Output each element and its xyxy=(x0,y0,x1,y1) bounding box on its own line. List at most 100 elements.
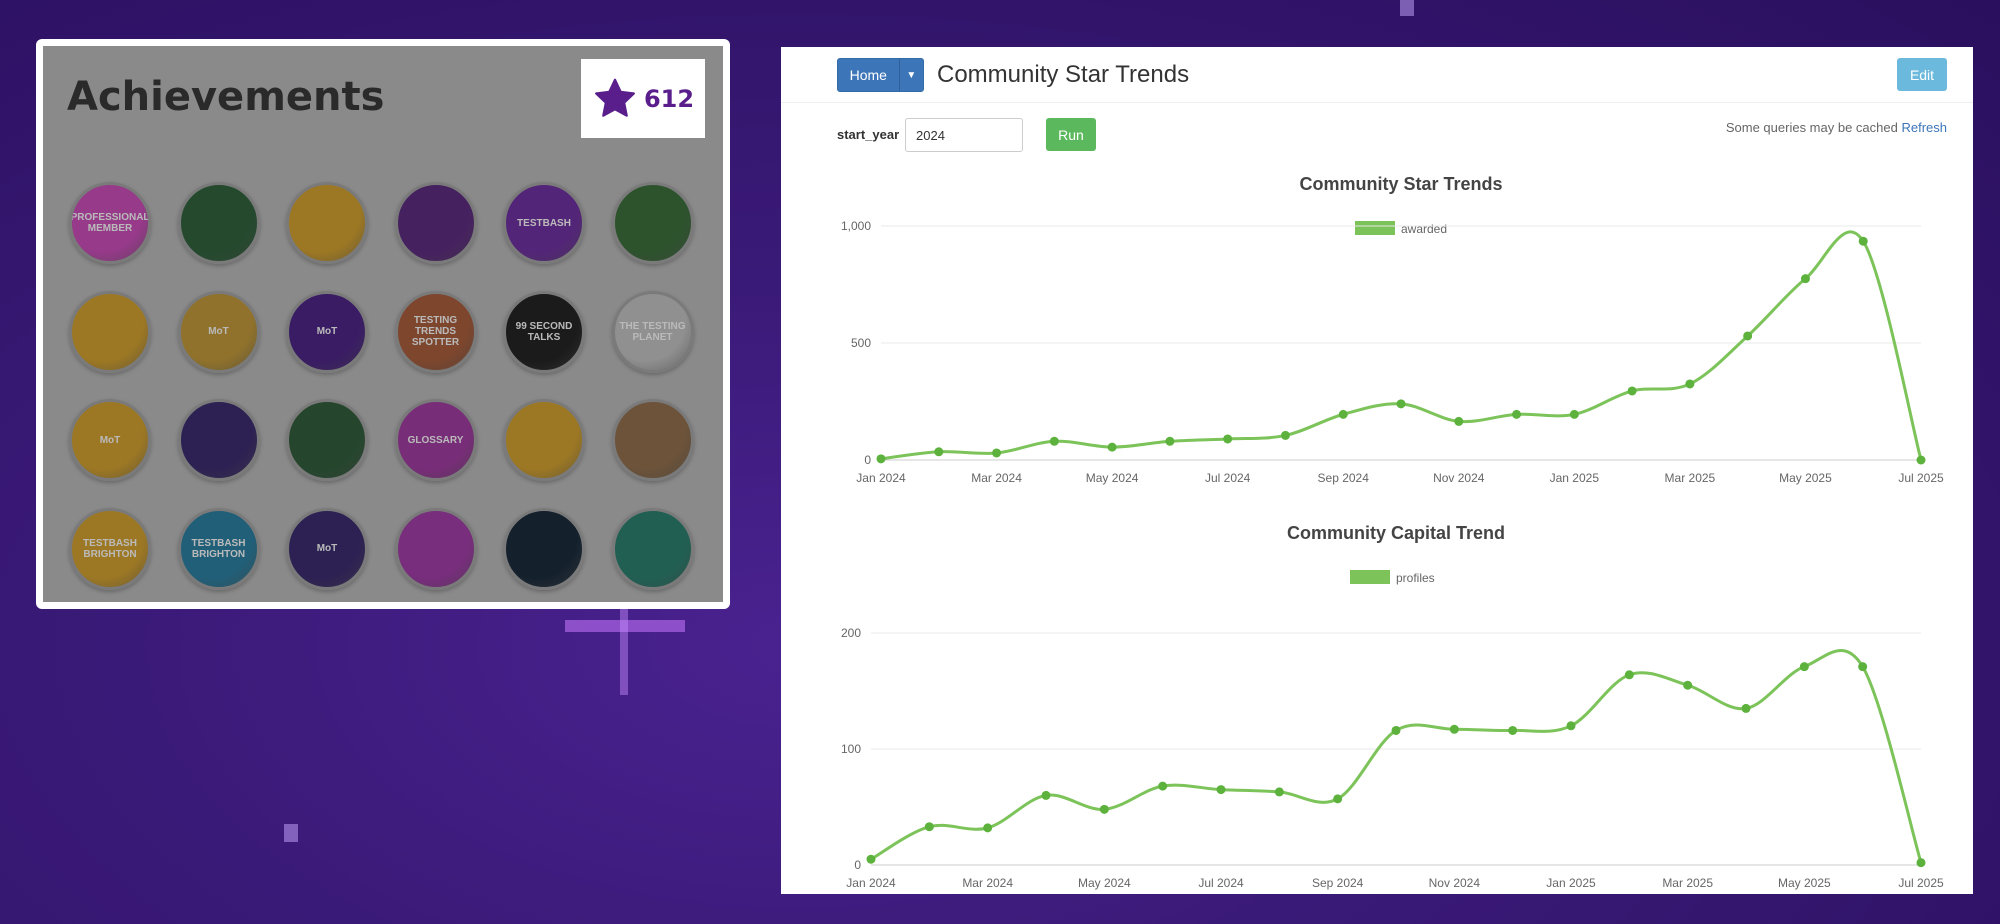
data-point[interactable] xyxy=(1858,662,1868,672)
badge-label: MoT xyxy=(316,326,338,337)
data-point[interactable] xyxy=(1624,670,1634,680)
badge-label: 99 SECOND TALKS xyxy=(515,320,573,343)
star-count: 612 xyxy=(643,84,695,113)
data-point[interactable] xyxy=(1274,787,1284,797)
param-label: start_year xyxy=(837,127,900,142)
achievement-badge[interactable]: PROFESSIONAL MEMBER xyxy=(69,182,151,264)
y-tick-label: 100 xyxy=(841,742,861,756)
data-point[interactable] xyxy=(1627,386,1637,396)
data-point[interactable] xyxy=(1569,409,1579,419)
data-point[interactable] xyxy=(1280,430,1290,440)
achievement-badge[interactable]: 99 SECOND TALKS xyxy=(503,290,585,373)
badge-label: TESTBASH BRIGHTON xyxy=(191,537,246,560)
achievement-badge[interactable]: MoT xyxy=(177,290,260,373)
achievement-badge[interactable] xyxy=(286,399,368,481)
data-point[interactable] xyxy=(1743,331,1753,341)
background-sparkle xyxy=(565,620,685,632)
achievement-badge[interactable] xyxy=(394,507,477,590)
dashboard-title: Community Star Trends xyxy=(937,61,1190,88)
x-tick-label: Jan 2025 xyxy=(1550,471,1600,485)
data-point[interactable] xyxy=(876,454,886,464)
achievement-badge[interactable] xyxy=(286,182,368,264)
data-point[interactable] xyxy=(1396,399,1406,409)
achievement-badge[interactable] xyxy=(611,507,694,590)
data-point[interactable] xyxy=(1916,455,1926,465)
achievement-badge[interactable] xyxy=(503,507,585,590)
data-point[interactable] xyxy=(983,823,993,833)
x-tick-label: Jul 2025 xyxy=(1898,471,1944,485)
x-tick-label: Jul 2024 xyxy=(1198,876,1244,890)
achievement-badge[interactable] xyxy=(611,182,694,264)
badge-label: PROFESSIONAL MEMBER xyxy=(70,212,150,234)
achievement-badge[interactable]: TESTING TRENDS SPOTTER xyxy=(394,290,477,373)
y-tick-label: 0 xyxy=(854,858,861,872)
data-point[interactable] xyxy=(1333,794,1343,804)
achievement-badge[interactable] xyxy=(503,399,585,481)
data-point[interactable] xyxy=(1508,725,1518,735)
chevron-down-icon[interactable]: ▼ xyxy=(898,59,923,91)
data-point[interactable] xyxy=(1799,662,1809,672)
achievement-badge[interactable]: TESTBASH BRIGHTON xyxy=(69,507,151,590)
data-point[interactable] xyxy=(1049,436,1059,446)
badge-label: THE TESTING PLANET xyxy=(619,320,686,343)
achievement-badge[interactable] xyxy=(394,182,477,264)
data-point[interactable] xyxy=(1099,804,1109,814)
data-point[interactable] xyxy=(1216,785,1226,795)
data-point[interactable] xyxy=(1916,858,1926,868)
series-line xyxy=(870,649,1923,864)
data-point[interactable] xyxy=(1800,274,1810,284)
home-dropdown-button[interactable]: Home ▼ xyxy=(837,58,924,92)
achievements-title: Achievements xyxy=(67,74,385,120)
achievement-badge[interactable] xyxy=(611,399,694,481)
data-point[interactable] xyxy=(1165,436,1175,446)
data-point[interactable] xyxy=(1683,680,1693,690)
data-point[interactable] xyxy=(924,822,934,832)
x-tick-label: Mar 2025 xyxy=(1662,876,1713,890)
achievement-badge[interactable]: THE TESTING PLANET xyxy=(611,290,694,373)
x-tick-label: Jan 2024 xyxy=(856,471,906,485)
x-tick-label: Sep 2024 xyxy=(1318,471,1370,485)
data-point[interactable] xyxy=(1858,236,1868,246)
achievements-overlay: Achievements 612 PROFESSIONAL MEMBER TEST… xyxy=(43,46,723,602)
achievement-badge[interactable]: MoT xyxy=(69,399,151,481)
data-point[interactable] xyxy=(1338,409,1348,419)
run-button[interactable]: Run xyxy=(1046,118,1096,151)
data-point[interactable] xyxy=(1566,721,1576,731)
data-point[interactable] xyxy=(1454,416,1464,426)
x-tick-label: May 2024 xyxy=(1078,876,1131,890)
data-point[interactable] xyxy=(1158,781,1168,791)
edit-button[interactable]: Edit xyxy=(1897,58,1947,91)
start-year-input[interactable] xyxy=(905,118,1023,152)
badge-label: MoT xyxy=(316,543,338,554)
data-point[interactable] xyxy=(1041,790,1051,800)
background-sparkle xyxy=(284,824,298,842)
data-point[interactable] xyxy=(992,448,1002,458)
achievement-badge[interactable]: MoT xyxy=(286,290,368,373)
achievement-badge[interactable] xyxy=(177,182,260,264)
data-point[interactable] xyxy=(1107,442,1117,452)
data-point[interactable] xyxy=(934,447,944,457)
data-point[interactable] xyxy=(1741,703,1751,713)
achievement-badge[interactable]: GLOSSARY xyxy=(394,399,477,481)
y-tick-label: 500 xyxy=(851,336,871,350)
data-point[interactable] xyxy=(1685,379,1695,389)
data-point[interactable] xyxy=(1391,725,1401,735)
achievement-badge[interactable]: MoT xyxy=(286,507,368,590)
data-point[interactable] xyxy=(866,854,876,864)
achievement-badge[interactable] xyxy=(69,290,151,373)
data-point[interactable] xyxy=(1512,409,1522,419)
background-sparkle xyxy=(620,600,628,695)
achievement-badge[interactable]: TESTBASH xyxy=(503,182,585,264)
capital-trend-chart: Community Capital Trend profiles 0 100 200 Ja… xyxy=(841,523,1944,890)
achievement-badge[interactable]: TESTBASH BRIGHTON xyxy=(177,507,260,590)
data-point[interactable] xyxy=(1223,434,1233,444)
x-tick-label: Mar 2024 xyxy=(962,876,1013,890)
data-point[interactable] xyxy=(1449,724,1459,734)
home-button-label[interactable]: Home xyxy=(849,67,887,83)
achievements-panel: Achievements 612 PROFESSIONAL MEMBER TEST… xyxy=(36,39,730,609)
achievement-badge[interactable] xyxy=(177,399,260,481)
refresh-link[interactable]: Refresh xyxy=(1901,120,1947,135)
y-tick-label: 1,000 xyxy=(841,219,871,233)
x-tick-label: Nov 2024 xyxy=(1433,471,1485,485)
x-tick-label: Mar 2024 xyxy=(971,471,1022,485)
